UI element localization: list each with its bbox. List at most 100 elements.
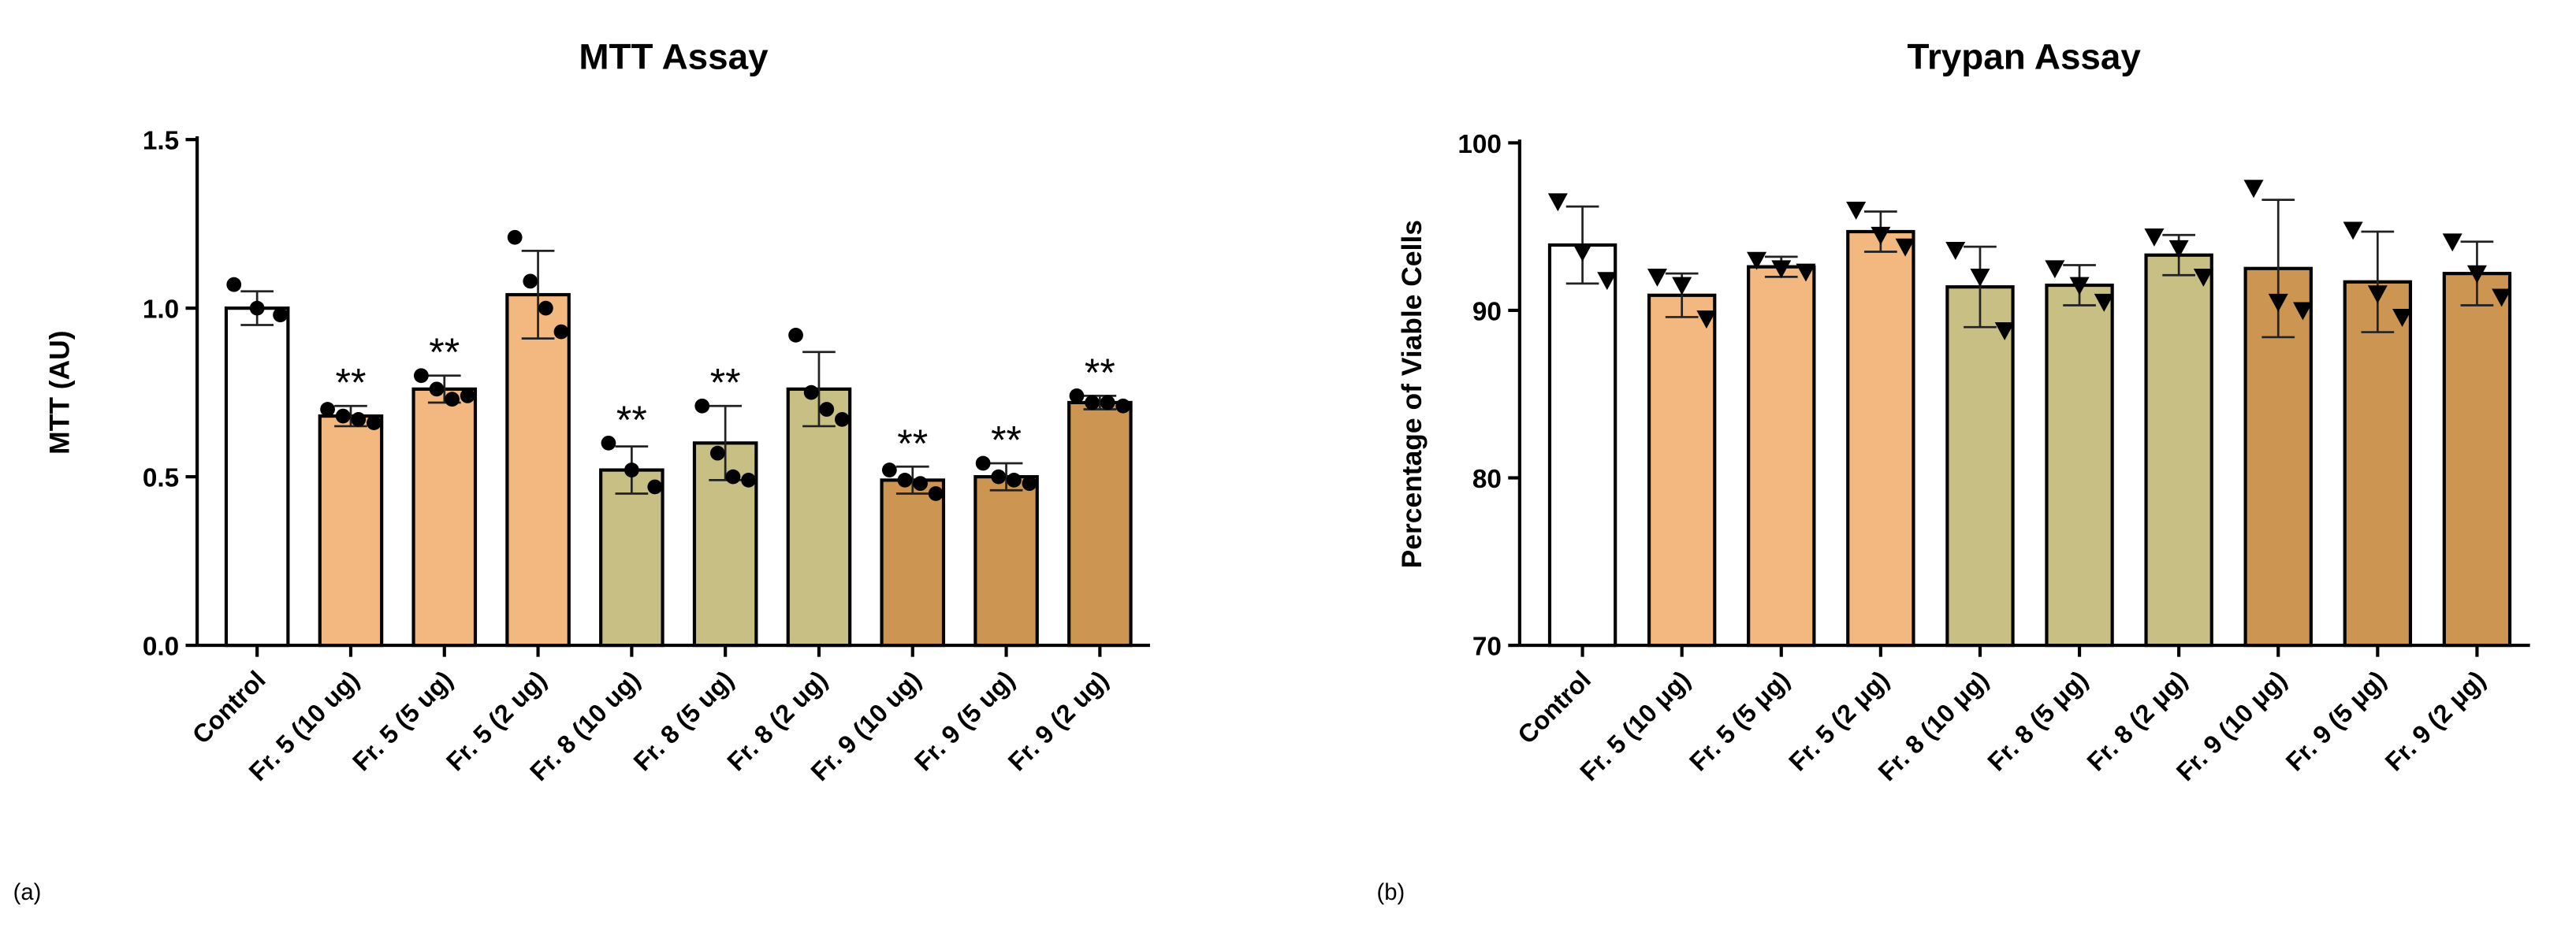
- data-point: [1085, 395, 1100, 410]
- data-point: [601, 435, 616, 451]
- chart-title: Trypan Assay: [1907, 36, 2141, 77]
- data-point: [1573, 243, 1593, 262]
- bar: [318, 414, 384, 648]
- significance-label: **: [429, 330, 460, 374]
- data-point: [1069, 388, 1085, 403]
- data-point: [351, 411, 367, 427]
- chart-title: MTT Assay: [579, 36, 769, 77]
- data-point: [1647, 268, 1667, 287]
- x-tick-label: Fr. 5 (5 μg): [1684, 665, 1795, 776]
- data-point: [803, 384, 819, 400]
- bar: [1647, 293, 1717, 648]
- data-point: [273, 307, 288, 323]
- error-bar: [1083, 395, 1117, 410]
- x-tick-label: Control: [1512, 665, 1596, 749]
- significance-label: **: [710, 361, 741, 405]
- bar: [1747, 265, 1816, 648]
- error-bar: [802, 351, 836, 428]
- bar: [2442, 272, 2512, 648]
- x-tick-label: Fr. 9 (2 μg): [2380, 665, 2491, 776]
- bar: [2045, 283, 2114, 648]
- data-point: [741, 473, 756, 488]
- data-point: [928, 486, 944, 501]
- data-point: [1945, 241, 1966, 260]
- data-point: [2045, 260, 2065, 279]
- y-tick-label: 80: [1472, 465, 1502, 494]
- y-tick-label: 100: [1457, 130, 1502, 159]
- significance-label: **: [336, 361, 367, 405]
- bar: [880, 478, 946, 648]
- data-point: [320, 402, 335, 417]
- data-point: [507, 229, 523, 245]
- error-bar: [334, 404, 367, 428]
- data-point: [2367, 285, 2388, 304]
- data-point: [523, 273, 538, 289]
- bar: [411, 387, 478, 648]
- y-tick-label: 0.5: [143, 464, 179, 493]
- data-point: [445, 392, 460, 407]
- data-point: [553, 324, 569, 340]
- panel-label: (b): [1377, 880, 1405, 905]
- x-tick-label: Control: [187, 665, 271, 749]
- data-point: [1547, 193, 1568, 212]
- bar: [505, 292, 571, 648]
- error-bar: [895, 465, 929, 495]
- data-point: [2492, 288, 2512, 307]
- bar: [1547, 243, 1617, 648]
- x-tick-label: Fr. 8 (5 ug): [628, 665, 739, 776]
- data-point: [1597, 272, 1617, 291]
- data-point: [1846, 201, 1867, 220]
- error-bar: [2261, 199, 2295, 339]
- significance-label: **: [897, 422, 928, 466]
- data-point: [249, 300, 265, 316]
- bar: [224, 306, 290, 648]
- x-tick-label: Fr. 5 (5 ug): [347, 665, 458, 776]
- data-point: [725, 469, 741, 485]
- data-point: [819, 402, 835, 417]
- data-point: [647, 479, 663, 495]
- y-tick-label: 90: [1472, 297, 1502, 326]
- data-point: [1022, 476, 1037, 492]
- significance-label: **: [1085, 351, 1115, 395]
- data-point: [1672, 277, 1692, 295]
- data-point: [694, 398, 710, 414]
- data-point: [788, 327, 803, 343]
- data-point: [226, 277, 242, 292]
- data-point: [881, 462, 897, 477]
- significance-label: **: [991, 418, 1022, 462]
- error-bar: [521, 250, 555, 340]
- data-point: [2144, 228, 2165, 247]
- bar: [2144, 253, 2213, 648]
- y-axis-label: Percentage of Viable Cells: [1396, 220, 1428, 568]
- x-tick-label: Fr. 9 (5 ug): [909, 665, 1020, 776]
- data-point: [335, 408, 351, 424]
- data-point: [897, 473, 913, 488]
- y-tick-label: 0.0: [143, 633, 179, 662]
- data-point: [1747, 251, 1767, 270]
- data-point: [834, 411, 850, 427]
- data-point: [2343, 221, 2363, 240]
- data-point: [1970, 268, 1990, 287]
- y-tick-label: 70: [1472, 633, 1502, 662]
- data-point: [1115, 398, 1131, 414]
- data-point: [1100, 395, 1115, 410]
- data-point: [1895, 238, 1915, 257]
- bar: [1067, 400, 1133, 648]
- data-point: [2243, 180, 2264, 199]
- data-point: [2268, 293, 2288, 312]
- data-point: [1771, 260, 1792, 279]
- data-point: [913, 476, 928, 492]
- x-tick-label: Fr. 9 (2 ug): [1003, 665, 1114, 776]
- data-point: [1006, 473, 1022, 488]
- data-point: [2466, 265, 2487, 284]
- y-tick-label: 1.5: [143, 127, 179, 156]
- data-point: [624, 462, 639, 477]
- bar: [599, 468, 664, 648]
- error-bar: [989, 462, 1023, 492]
- data-point: [2168, 240, 2189, 258]
- data-point: [2069, 277, 2090, 295]
- data-point: [2392, 309, 2413, 327]
- data-point: [975, 455, 991, 471]
- data-point: [1696, 310, 1717, 329]
